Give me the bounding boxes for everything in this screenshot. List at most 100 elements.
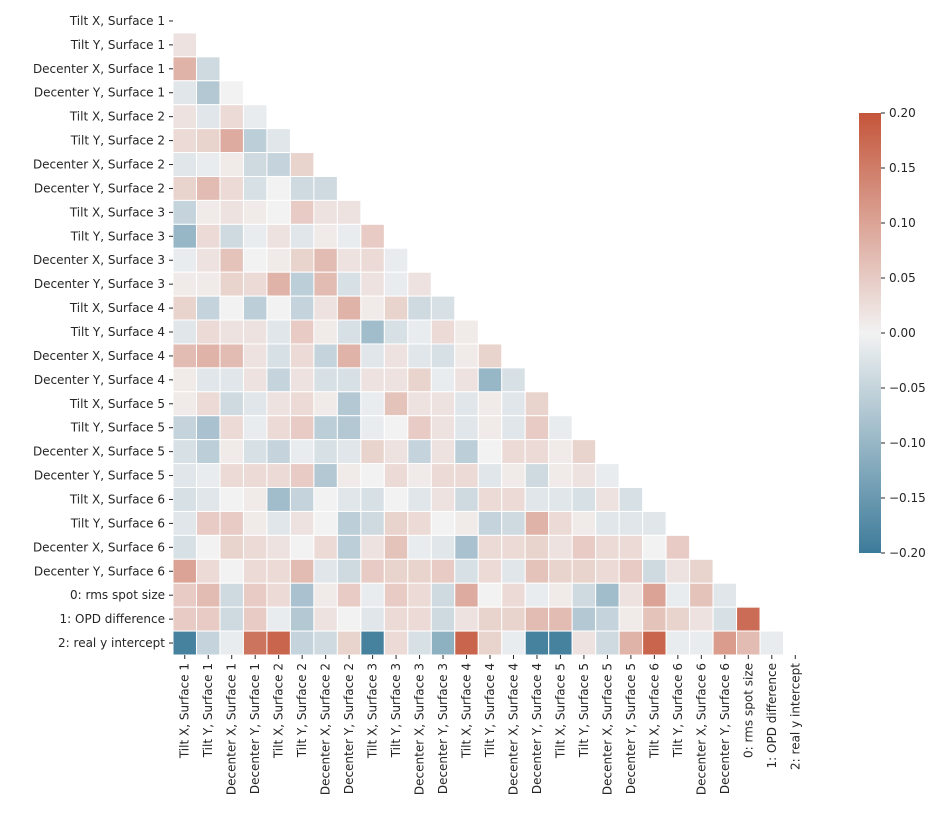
y-tick-label: Tilt Y, Surface 6 <box>70 516 165 530</box>
y-tick-label: Decenter X, Surface 5 <box>33 445 165 459</box>
heatmap-cell <box>548 606 573 632</box>
heatmap-cell <box>266 152 291 177</box>
colorbar-tick-label: −0.20 <box>889 546 926 560</box>
heatmap-cell <box>571 558 597 584</box>
heatmap-cell <box>289 223 315 249</box>
heatmap-cell <box>430 295 456 321</box>
heatmap-cell <box>477 534 503 560</box>
heatmap-cell <box>289 199 315 225</box>
heatmap-cell <box>266 415 291 441</box>
heatmap-cell <box>618 606 644 632</box>
heatmap-cell <box>289 487 315 512</box>
heatmap-cell <box>219 271 244 297</box>
heatmap-cell <box>242 271 268 297</box>
heatmap-cell <box>195 439 221 465</box>
heatmap-cell <box>430 463 456 489</box>
heatmap-cell <box>266 367 291 393</box>
heatmap-cell <box>266 606 291 632</box>
heatmap-cell <box>172 271 197 297</box>
heatmap-cell <box>172 223 197 249</box>
heatmap-cell <box>595 510 620 536</box>
heatmap-cell <box>454 510 479 536</box>
heatmap-cell <box>595 487 620 512</box>
x-tick-label: Tilt Y, Surface 6 <box>671 663 685 758</box>
heatmap-cell <box>454 558 479 584</box>
heatmap-cell <box>571 606 597 632</box>
heatmap-cell <box>219 319 244 345</box>
x-tick-label: Tilt Y, Surface 4 <box>483 663 497 758</box>
y-tick-label: Tilt X, Surface 4 <box>69 301 165 315</box>
heatmap-cell <box>336 391 362 417</box>
heatmap-cell <box>172 175 197 201</box>
heatmap-cell <box>195 487 221 512</box>
heatmap-cell <box>618 582 644 608</box>
heatmap-cell <box>313 487 338 512</box>
heatmap-cell <box>289 367 315 393</box>
heatmap-cell <box>266 247 291 273</box>
heatmap-cell <box>712 606 738 632</box>
heatmap-cell <box>242 199 268 225</box>
colorbar-tick-label: −0.05 <box>889 381 926 395</box>
heatmap-cell <box>407 415 432 441</box>
heatmap-cell <box>407 271 432 297</box>
heatmap-cell <box>454 439 479 465</box>
heatmap-cell <box>313 582 338 608</box>
heatmap-cell <box>219 343 244 369</box>
heatmap-cell <box>383 247 409 273</box>
heatmap-cell <box>313 247 338 273</box>
heatmap-cell <box>242 439 268 465</box>
heatmap-cell <box>501 582 526 608</box>
x-tick-label: Decenter X, Surface 2 <box>319 663 333 795</box>
heatmap-cell <box>172 128 197 154</box>
heatmap-cell <box>501 630 526 656</box>
heatmap-cell <box>712 630 738 656</box>
y-tick-label: Decenter X, Surface 4 <box>33 349 165 363</box>
heatmap-cell <box>642 510 667 536</box>
heatmap-cell <box>195 534 221 560</box>
heatmap-cell <box>313 630 338 656</box>
x-tick-label: Decenter Y, Surface 5 <box>624 663 638 794</box>
heatmap-cell <box>172 582 197 608</box>
heatmap-cell <box>195 223 221 249</box>
heatmap-cell <box>430 630 456 656</box>
heatmap-cell <box>383 510 409 536</box>
heatmap-cell <box>407 606 432 632</box>
heatmap-cell <box>289 391 315 417</box>
heatmap-cell <box>407 534 432 560</box>
heatmap-cell <box>172 439 197 465</box>
heatmap-cell <box>383 630 409 656</box>
heatmap-cell <box>336 343 362 369</box>
heatmap-cell <box>313 175 338 201</box>
heatmap-cell <box>266 128 291 154</box>
heatmap-cell <box>313 558 338 584</box>
heatmap-cell <box>242 630 268 656</box>
heatmap-cell <box>454 463 479 489</box>
heatmap-cell <box>219 295 244 321</box>
heatmap-cell <box>266 391 291 417</box>
heatmap-cell <box>595 630 620 656</box>
heatmap-cell <box>360 319 385 345</box>
heatmap-cell <box>548 582 573 608</box>
heatmap-cell <box>195 463 221 489</box>
heatmap-cell <box>360 630 385 656</box>
heatmap-cell <box>313 391 338 417</box>
heatmap-cell <box>360 343 385 369</box>
heatmap-cell <box>266 630 291 656</box>
heatmap-cell <box>360 415 385 441</box>
heatmap-cell <box>571 439 597 465</box>
heatmap-cell <box>524 534 550 560</box>
heatmap-cell <box>360 439 385 465</box>
heatmap-cell <box>665 606 691 632</box>
heatmap-cell <box>289 247 315 273</box>
heatmap-cell <box>313 463 338 489</box>
heatmap-cell <box>313 367 338 393</box>
heatmap-cell <box>336 295 362 321</box>
heatmap-cell <box>313 415 338 441</box>
heatmap-cell <box>242 558 268 584</box>
heatmap-cell <box>360 487 385 512</box>
heatmap-cell <box>477 487 503 512</box>
colorbar-tick-label: 0.10 <box>889 216 916 230</box>
heatmap-cell <box>313 271 338 297</box>
heatmap-cell <box>336 223 362 249</box>
